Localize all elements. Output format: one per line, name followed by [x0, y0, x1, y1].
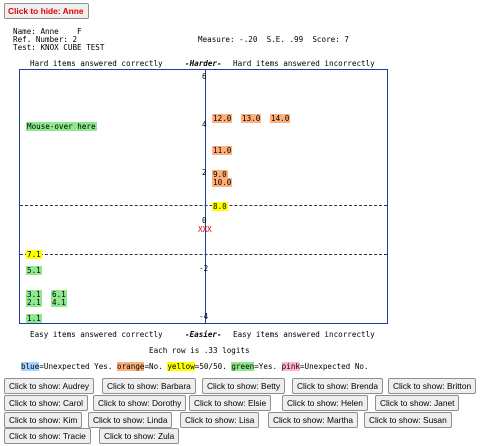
item-chip[interactable]: 12.0	[212, 114, 233, 123]
upper-dashed-line	[20, 205, 387, 206]
test-value: KNOX CUBE TEST	[40, 43, 105, 52]
item-chip[interactable]: 8.0	[212, 202, 228, 211]
item-chip[interactable]: 9.0	[212, 170, 228, 179]
show-dorothy-button[interactable]: Click to show: Dorothy	[93, 395, 187, 411]
map-frame	[19, 69, 388, 324]
row-note: Each row is .33 logits	[149, 346, 250, 355]
name-label: Name:	[13, 27, 36, 36]
legend-text-yellow: =50/50.	[194, 362, 227, 371]
show-linda-button[interactable]: Click to show: Linda	[88, 412, 173, 428]
axis-tick-0: 0	[202, 216, 207, 225]
item-chip[interactable]: 1.1	[26, 314, 42, 323]
legend-key-yellow: yellow	[167, 362, 195, 371]
score-value: 7	[344, 35, 349, 44]
name-row: Name: Anne F	[13, 27, 82, 36]
show-janet-button[interactable]: Click to show: Janet	[375, 395, 460, 411]
axis-tick-minus-4: -4	[199, 312, 209, 321]
se-label: S.E.	[266, 35, 285, 44]
easier-heading: -Easier-	[185, 330, 222, 339]
harder-heading: -Harder-	[185, 59, 222, 68]
measure-label: Measure:	[198, 35, 235, 44]
se-value: .99	[289, 35, 304, 44]
show-lisa-button[interactable]: Click to show: Lisa	[180, 412, 260, 428]
item-chip[interactable]: 5.1	[26, 266, 42, 275]
legend-key-green: green	[231, 362, 255, 371]
show-helen-button[interactable]: Click to show: Helen	[282, 395, 368, 411]
item-chip[interactable]: 10.0	[212, 178, 233, 187]
item-chip[interactable]: 2.1	[26, 298, 42, 307]
measure-value: -.20	[239, 35, 258, 44]
item-chip[interactable]: 3.1	[26, 290, 42, 299]
show-martha-button[interactable]: Click to show: Martha	[268, 412, 359, 428]
legend-key-blue: blue	[21, 362, 40, 371]
show-audrey-button[interactable]: Click to show: Audrey	[4, 378, 95, 394]
show-britton-button[interactable]: Click to show: Britton	[388, 378, 477, 394]
show-zula-button[interactable]: Click to show: Zula	[99, 428, 180, 444]
ref-label: Ref. Number:	[13, 35, 68, 44]
show-tracie-button[interactable]: Click to show: Tracie	[4, 428, 91, 444]
show-carol-button[interactable]: Click to show: Carol	[4, 395, 89, 411]
gender-value: F	[77, 27, 82, 36]
bottom-left-heading: Easy items answered correctly	[30, 330, 163, 339]
show-betty-button[interactable]: Click to show: Betty	[202, 378, 286, 394]
item-chip[interactable]: 4.1	[51, 298, 67, 307]
axis-tick-minus-2: -2	[199, 264, 209, 273]
show-susan-button[interactable]: Click to show: Susan	[364, 412, 452, 428]
item-chip[interactable]: 7.1	[26, 250, 42, 259]
legend-key-orange: orange	[117, 362, 145, 371]
mouseover-hint[interactable]: Mouse-over here	[26, 122, 97, 131]
top-left-heading: Hard items answered correctly	[30, 59, 163, 68]
lower-dashed-line	[20, 254, 387, 255]
measure-row: Measure: -.20 S.E. .99 Score: 7	[198, 35, 349, 44]
score-label: Score:	[312, 35, 340, 44]
legend-text-pink: =Unexpected No.	[299, 362, 369, 371]
ref-row: Ref. Number: 2	[13, 35, 77, 44]
legend-text-blue: =Unexpected Yes.	[39, 362, 113, 371]
item-chip[interactable]: 14.0	[270, 114, 291, 123]
axis-tick-6: 6	[202, 72, 207, 81]
test-row: Test: KNOX CUBE TEST	[13, 43, 104, 52]
bottom-right-heading: Easy items answered incorrectly	[233, 330, 375, 339]
legend-text-green: =Yes.	[254, 362, 278, 371]
name-value: Anne	[40, 27, 59, 36]
show-brenda-button[interactable]: Click to show: Brenda	[292, 378, 383, 394]
axis-tick-2: 2	[202, 168, 207, 177]
legend-text-orange: =No.	[144, 362, 163, 371]
show-kim-button[interactable]: Click to show: Kim	[4, 412, 83, 428]
legend-key-pink: pink	[281, 362, 300, 371]
item-chip[interactable]: 6.1	[51, 290, 67, 299]
person-marker: XXX	[198, 225, 212, 234]
item-chip[interactable]: 13.0	[241, 114, 262, 123]
hide-anne-button[interactable]: Click to hide: Anne	[4, 3, 89, 19]
item-chip[interactable]: 11.0	[212, 146, 233, 155]
show-elsie-button[interactable]: Click to show: Elsie	[189, 395, 272, 411]
vertical-axis	[205, 69, 206, 324]
ref-value: 2	[72, 35, 78, 44]
color-legend: blue=Unexpected Yes. orange=No. yellow=5…	[21, 362, 369, 371]
axis-tick-4: 4	[202, 120, 207, 129]
test-label: Test:	[13, 43, 36, 52]
show-barbara-button[interactable]: Click to show: Barbara	[102, 378, 196, 394]
top-right-heading: Hard items answered incorrectly	[233, 59, 375, 68]
